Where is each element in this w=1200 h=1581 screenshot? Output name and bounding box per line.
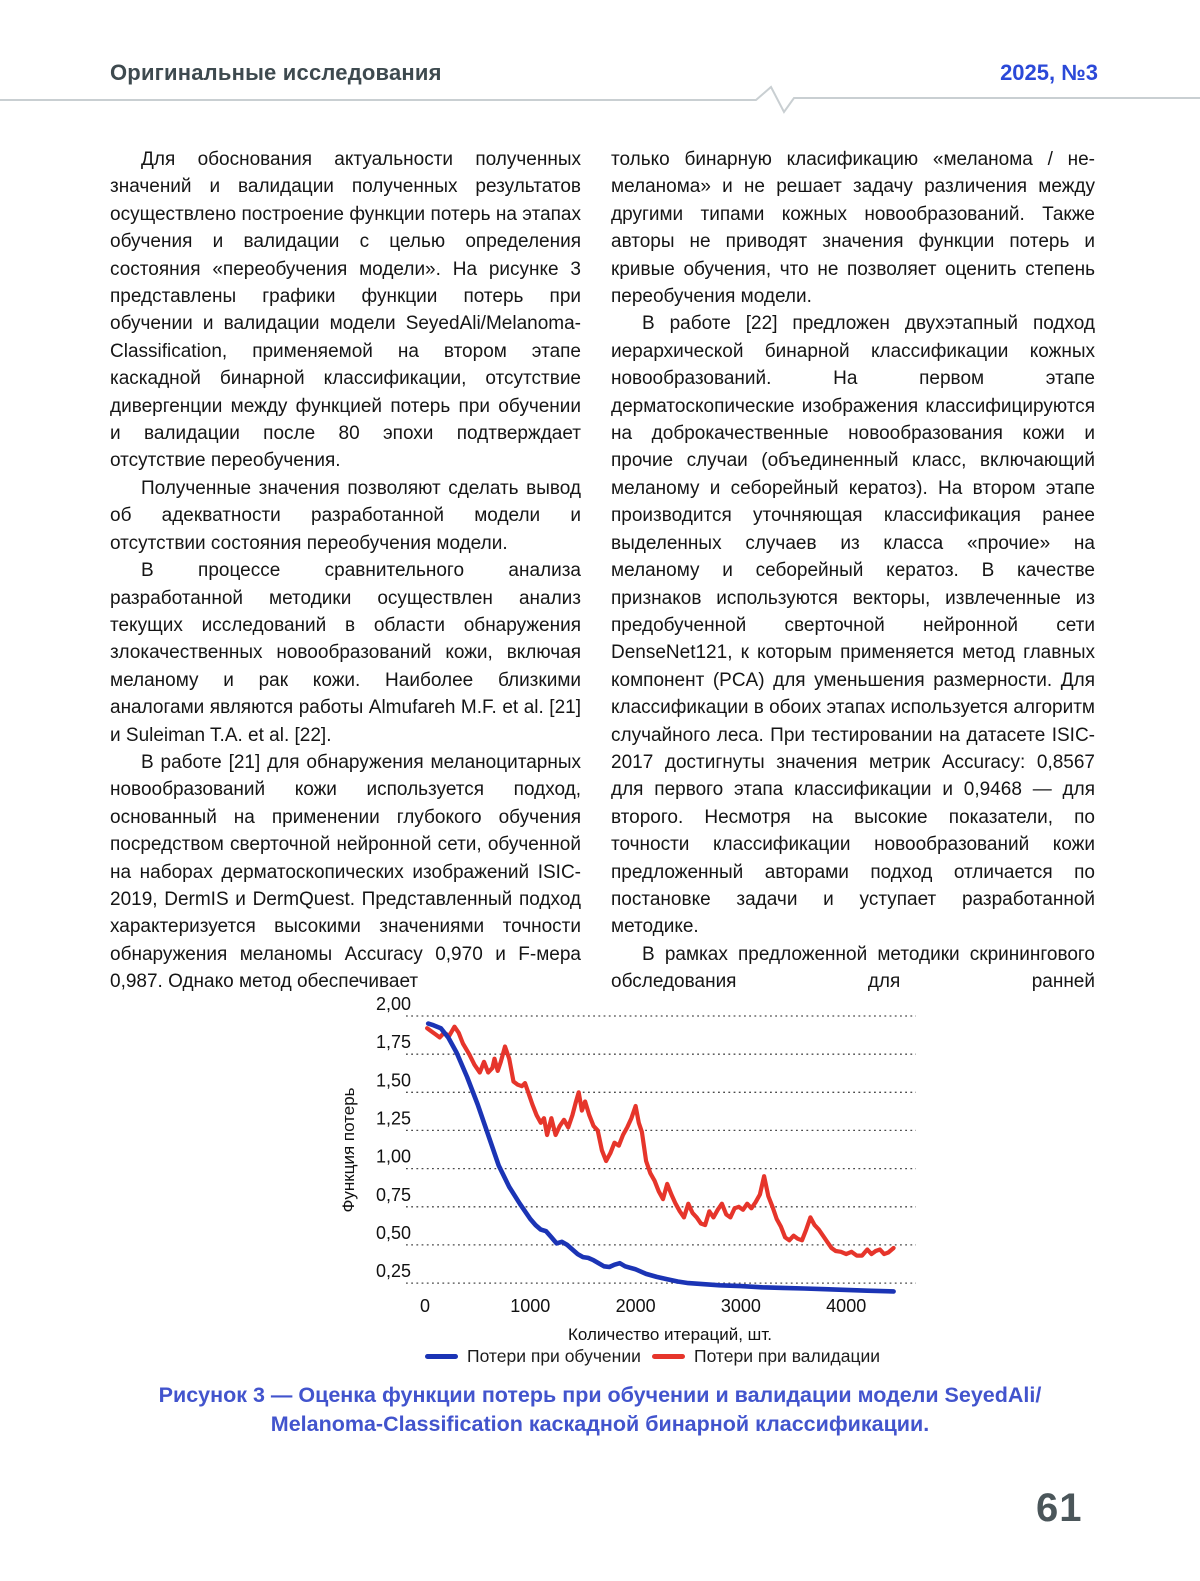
paragraph: Для обоснования актуальности полученных … xyxy=(110,149,581,472)
svg-text:1,00: 1,00 xyxy=(376,1147,411,1167)
svg-text:0,50: 0,50 xyxy=(376,1223,411,1243)
svg-text:4000: 4000 xyxy=(826,1296,866,1316)
legend-label-validation: Потери при валидации xyxy=(694,1346,881,1366)
validation-line-swatch xyxy=(652,1354,685,1359)
figure-caption: Рисунок 3 — Оценка функции потерь при об… xyxy=(0,1381,1200,1438)
svg-text:1,75: 1,75 xyxy=(376,1032,411,1052)
svg-text:1,50: 1,50 xyxy=(376,1070,411,1090)
svg-text:1,25: 1,25 xyxy=(376,1108,411,1128)
loss-function-chart: 2,00 1,75 1,50 1,25 1,00 0,75 0,50 0,25 0 1000 200… xyxy=(340,994,916,1344)
paragraph: В работе [21] для обнаружения меланоцита… xyxy=(110,751,581,993)
chart-legend: Потери при обучении Потери при валидации xyxy=(340,1346,1140,1372)
svg-text:2,00: 2,00 xyxy=(376,994,411,1014)
svg-text:0,25: 0,25 xyxy=(376,1261,411,1281)
figure-caption-line2: Melanoma-Classification каскадной бинарн… xyxy=(270,1411,930,1436)
paragraph: В процессе сравнительного анализа разраб… xyxy=(110,560,581,746)
svg-text:Количество итераций, шт.: Количество итераций, шт. xyxy=(568,1325,772,1344)
page-number: 61 xyxy=(1036,1486,1083,1530)
paragraph: Полученные значения позволяют сделать вы… xyxy=(110,477,581,554)
svg-text:3000: 3000 xyxy=(721,1296,761,1316)
text-column-left: Для обоснования актуальности полученных … xyxy=(110,146,581,996)
svg-text:1000: 1000 xyxy=(510,1296,550,1316)
paragraph: только бинарную класификацию «меланома /… xyxy=(611,149,1095,308)
paragraph: В рамках предложенной методики скрининго… xyxy=(611,943,1095,993)
svg-text:2000: 2000 xyxy=(616,1296,656,1316)
svg-text:0,75: 0,75 xyxy=(376,1185,411,1205)
legend-item-validation: Потери при валидации xyxy=(652,1346,880,1367)
legend-item-training: Потери при обучении xyxy=(425,1346,641,1367)
section-title: Оригинальные исследования xyxy=(110,60,442,85)
header-divider-line xyxy=(0,85,1200,114)
svg-text:0: 0 xyxy=(420,1296,430,1316)
legend-label-training: Потери при обучении xyxy=(467,1346,641,1366)
training-line-swatch xyxy=(425,1354,458,1359)
text-column-right: только бинарную класификацию «меланома /… xyxy=(611,146,1095,996)
issue-label: 2025, №3 xyxy=(1000,60,1098,85)
figure-caption-line1: Рисунок 3 — Оценка функции потерь при об… xyxy=(158,1383,1042,1407)
paragraph: В работе [22] предложен двухэтапный подх… xyxy=(611,313,1095,938)
svg-text:Функция потерь: Функция потерь xyxy=(340,1087,358,1212)
